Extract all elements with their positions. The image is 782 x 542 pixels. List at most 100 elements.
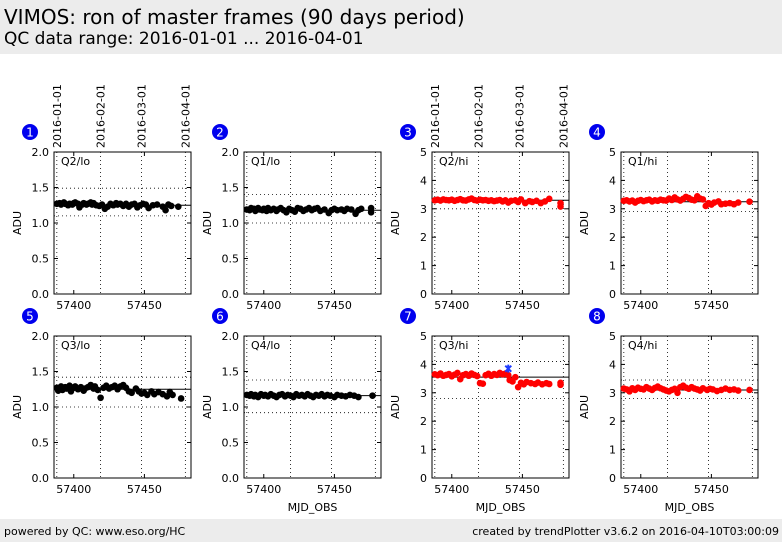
data-point — [746, 386, 753, 394]
y-tick-label: 1.0 — [222, 217, 240, 230]
data-point — [97, 394, 104, 402]
y-tick-label: 2.0 — [222, 330, 240, 343]
y-tick-label: 0 — [609, 472, 616, 485]
y-tick-label: 1.0 — [32, 401, 50, 414]
x-tick-label: 57400 — [623, 299, 658, 312]
y-tick-label: 0.0 — [222, 288, 240, 301]
y-tick-label: 2.0 — [32, 146, 50, 159]
data-point — [94, 386, 102, 394]
y-tick-label: 2 — [609, 231, 616, 244]
data-point — [734, 387, 742, 394]
outlier-point — [504, 364, 512, 373]
panel-number: 6 — [216, 310, 224, 324]
y-tick-label: 1 — [609, 444, 616, 457]
y-tick-label: 1.0 — [32, 217, 50, 230]
plot-frame — [53, 151, 192, 295]
y-tick-label: 2.0 — [222, 146, 240, 159]
data-point — [357, 205, 365, 213]
panel-number-badge — [400, 308, 416, 324]
data-point — [174, 203, 182, 210]
data-point — [512, 373, 519, 381]
y-tick-label: 4 — [420, 174, 427, 187]
panel-number-badge — [589, 124, 605, 140]
data-point — [128, 389, 135, 397]
data-point — [479, 380, 487, 388]
x-tick-label: 57450 — [127, 483, 162, 496]
x-tick-label: 57450 — [694, 483, 729, 496]
panel-label: Q4/lo — [251, 339, 280, 352]
y-tick-label: 0.5 — [32, 253, 50, 266]
panel-label: Q3/hi — [439, 339, 468, 352]
data-point — [545, 380, 553, 388]
y-tick-label: 3 — [609, 387, 616, 400]
x-tick-label: 57450 — [694, 299, 729, 312]
x-tick-label: 57400 — [434, 299, 469, 312]
data-point — [734, 199, 742, 206]
data-point — [367, 209, 375, 216]
x-tick-label: 57400 — [246, 483, 281, 496]
y-axis-label: ADU — [389, 395, 402, 419]
y-tick-label: 4 — [609, 358, 616, 371]
y-tick-label: 1.5 — [222, 182, 240, 195]
plot-frame — [431, 335, 570, 479]
y-tick-label: 0.0 — [32, 288, 50, 301]
panel-label: Q4/hi — [628, 339, 657, 352]
y-tick-label: 1.5 — [222, 366, 240, 379]
y-axis-label: ADU — [201, 211, 214, 235]
chart-panel-7: 0 1 2 3 4 5 57400 57450 Q3/hi ADU MJD_OBS 7 — [389, 308, 570, 514]
data-point — [557, 203, 564, 210]
date-tick-label: 2016-03-01 — [514, 84, 527, 148]
y-axis-label: ADU — [201, 395, 214, 419]
y-tick-label: 5 — [420, 146, 427, 159]
x-tick-label: 57400 — [623, 483, 658, 496]
footer-credit: powered by QC: www.eso.org/HC — [4, 525, 186, 538]
data-point — [454, 369, 461, 377]
y-axis-label: ADU — [578, 211, 591, 235]
panel-label: Q1/hi — [628, 155, 657, 168]
y-tick-label: 5 — [420, 330, 427, 343]
date-tick-label: 2016-02-01 — [95, 84, 108, 148]
y-tick-label: 0 — [420, 472, 427, 485]
date-tick-label: 2016-04-01 — [557, 84, 570, 148]
y-tick-label: 1 — [609, 260, 616, 273]
y-tick-label: 0.0 — [222, 472, 240, 485]
chart-panel-2: 0.0 0.5 1.0 1.5 2.0 57400 57450 Q1/lo ADU 2 — [201, 124, 382, 312]
data-point — [348, 206, 355, 213]
y-tick-label: 2 — [420, 415, 427, 428]
y-tick-label: 3 — [420, 387, 427, 400]
panel-number: 7 — [404, 310, 412, 324]
panel-number: 2 — [216, 126, 224, 140]
y-tick-label: 0 — [609, 288, 616, 301]
data-point — [167, 202, 175, 210]
chart-panel-6: 0.0 0.5 1.0 1.5 2.0 57400 57450 Q4/lo ADU MJD_OBS… — [201, 308, 382, 514]
panel-number-badge — [212, 124, 228, 140]
panel-number: 1 — [26, 126, 34, 140]
x-axis-label: MJD_OBS — [665, 501, 715, 514]
data-point — [545, 195, 553, 203]
panel-number: 8 — [593, 310, 601, 324]
data-point — [177, 395, 185, 402]
plot-frame — [620, 151, 759, 295]
data-point — [557, 381, 564, 389]
y-axis-label: ADU — [578, 395, 591, 419]
y-axis-label: ADU — [389, 211, 402, 235]
y-axis-label: ADU — [11, 395, 24, 419]
chart-panel-5: 0.0 0.5 1.0 1.5 2.0 57400 57450 Q3/lo ADU 5 — [11, 308, 192, 496]
chart-panel-8: 0 1 2 3 4 5 57400 57450 Q4/hi ADU MJD_OBS 8 — [578, 308, 759, 514]
y-tick-label: 0.5 — [32, 437, 50, 450]
x-tick-label: 57400 — [434, 483, 469, 496]
y-tick-label: 4 — [420, 358, 427, 371]
date-tick-label: 2016-02-01 — [473, 84, 486, 148]
x-tick-label: 57450 — [505, 483, 540, 496]
y-tick-label: 5 — [609, 146, 616, 159]
footer-bar: powered by QC: www.eso.org/HC created by… — [0, 519, 782, 542]
footer-generator: created by trendPlotter v3.6.2 on 2016-0… — [472, 525, 779, 538]
panel-number-badge — [22, 124, 38, 140]
x-tick-label: 57400 — [246, 299, 281, 312]
chart-panel-1: 0.0 0.5 1.0 1.5 2.0 57400 57450 2016-01-01 2016-… — [11, 84, 192, 312]
y-tick-label: 1 — [420, 444, 427, 457]
data-point — [369, 392, 376, 399]
data-point — [355, 393, 362, 401]
